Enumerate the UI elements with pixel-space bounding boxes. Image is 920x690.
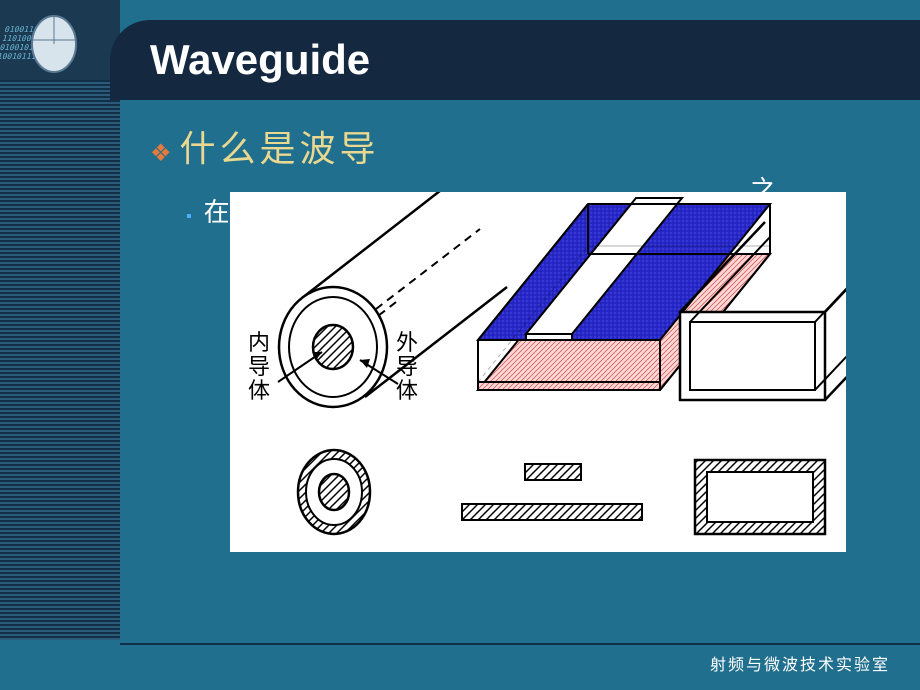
outer-label-3: 体 [396,378,418,403]
corner-decoration: 01001100101101001101010010111010010111 [0,0,120,80]
footer-divider [120,643,920,645]
microstrip-2d [462,464,642,520]
diagram-svg: 内 导 体 外 导 体 [230,192,846,552]
page-title: Waveguide [150,36,370,84]
inner-label-2: 导 [248,354,270,379]
heading-row: ❖ 什么是波导 [150,120,890,172]
mouse-icon [28,6,80,74]
rect-waveguide-2d [695,460,825,534]
inner-label-1: 内 [248,330,270,355]
outer-label-1: 外 [396,330,418,355]
outer-label-2: 导 [396,354,418,379]
footer-text: 射频与微波技术实验室 [710,651,890,675]
waveguide-diagram: 内 导 体 外 导 体 [230,192,846,552]
coax-3d: 内 导 体 外 导 体 [248,192,507,407]
title-bar: Waveguide [110,20,920,100]
square-bullet-icon: ▪ [186,208,192,226]
inner-label-3: 体 [248,378,270,403]
diamond-bullet-icon: ❖ [150,139,172,168]
coax-2d [298,450,370,534]
sub-text-1: 在 [204,192,230,229]
heading-text: 什么是波导 [180,120,380,172]
sidebar-texture [0,80,120,640]
